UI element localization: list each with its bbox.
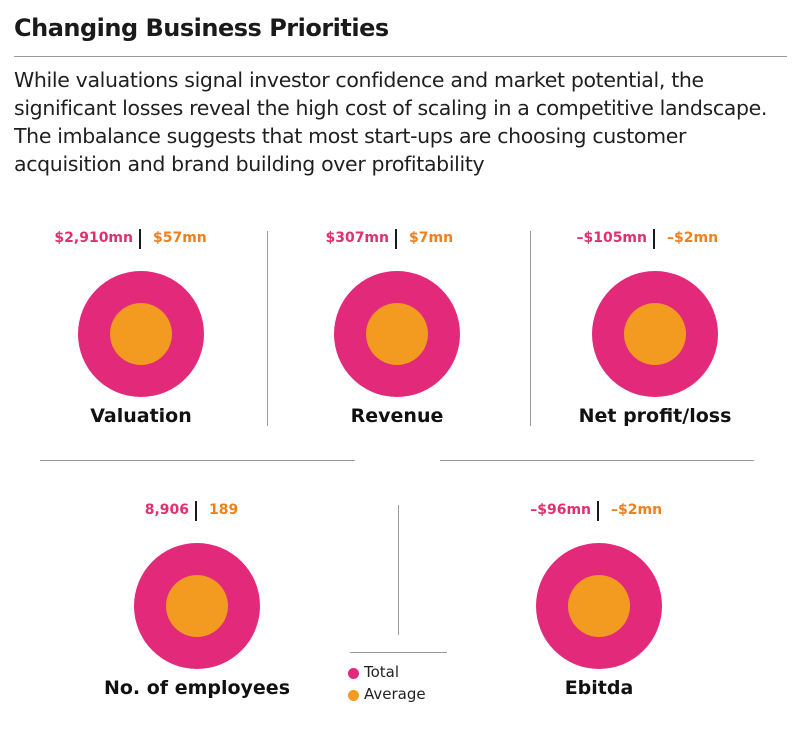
column-divider — [530, 231, 531, 426]
total-swatch — [348, 668, 359, 679]
legend-divider — [350, 652, 447, 653]
metric-valuation: $2,910mn $57mn Valuation — [21, 229, 261, 449]
value-separator — [597, 501, 599, 521]
column-divider — [398, 505, 399, 635]
metric-label: No. of employees — [103, 677, 291, 699]
total-circle — [536, 543, 662, 669]
metric-ebitda: –$96mn –$2mn Ebitda — [479, 501, 719, 721]
metric-values: $2,910mn $57mn — [21, 229, 261, 251]
legend-label-average: Average — [364, 685, 426, 703]
total-value-label: $2,910mn — [54, 230, 133, 246]
average-circle — [110, 303, 172, 365]
average-value-label: $7mn — [409, 230, 454, 246]
legend-label-total: Total — [364, 663, 400, 681]
metric-values: 8,906 189 — [77, 501, 317, 523]
total-circle — [78, 271, 204, 397]
total-value-label: –$96mn — [530, 502, 591, 518]
metric-label: Revenue — [350, 405, 444, 427]
chart-title: Changing Business Priorities — [14, 14, 389, 42]
metric-revenue: $307mn $7mn Revenue — [277, 229, 517, 449]
total-circle — [334, 271, 460, 397]
value-separator — [395, 229, 397, 249]
metric-label: Valuation — [90, 405, 192, 427]
chart-subtitle: While valuations signal investor confide… — [14, 68, 768, 176]
metric-net-profit-loss: –$105mn –$2mn Net profit/loss — [535, 229, 775, 449]
total-circle — [592, 271, 718, 397]
average-circle — [624, 303, 686, 365]
total-value-label: $307mn — [325, 230, 389, 246]
average-value-label: –$2mn — [667, 230, 719, 246]
metric-label: Ebitda — [564, 677, 634, 699]
average-circle — [568, 575, 630, 637]
value-separator — [653, 229, 655, 249]
total-value-label: –$105mn — [576, 230, 647, 246]
average-value-label: $57mn — [153, 230, 207, 246]
metric-employees: 8,906 189 No. of employees — [77, 501, 317, 721]
average-value-label: 189 — [209, 502, 239, 518]
value-separator — [195, 501, 197, 521]
average-circle — [366, 303, 428, 365]
average-value-label: –$2mn — [611, 502, 663, 518]
row-divider — [40, 460, 355, 461]
average-swatch — [348, 690, 359, 701]
metric-values: –$96mn –$2mn — [479, 501, 719, 523]
metric-values: –$105mn –$2mn — [535, 229, 775, 251]
metric-label: Net profit/loss — [578, 405, 732, 427]
row-divider — [440, 460, 754, 461]
metric-values: $307mn $7mn — [277, 229, 517, 251]
title-divider — [14, 56, 787, 57]
average-circle — [166, 575, 228, 637]
total-value-label: 8,906 — [144, 502, 189, 518]
total-circle — [134, 543, 260, 669]
value-separator — [139, 229, 141, 249]
column-divider — [267, 231, 268, 426]
